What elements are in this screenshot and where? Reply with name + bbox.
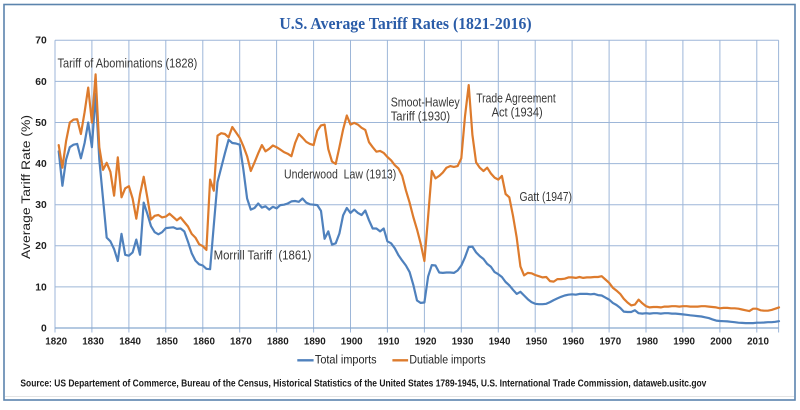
svg-text:1980: 1980 — [636, 337, 658, 348]
svg-text:U.S. Average Tariff Rates (182: U.S. Average Tariff Rates (1821-2016) — [279, 14, 531, 33]
svg-text:30: 30 — [35, 200, 47, 211]
svg-text:1840: 1840 — [119, 337, 141, 348]
svg-text:10: 10 — [35, 282, 47, 293]
svg-text:40: 40 — [35, 159, 47, 170]
svg-text:Trade Agreement: Trade Agreement — [476, 92, 556, 106]
svg-text:Act (1934): Act (1934) — [492, 106, 543, 120]
svg-text:2010: 2010 — [747, 337, 769, 348]
svg-text:1920: 1920 — [415, 337, 437, 348]
svg-text:1970: 1970 — [599, 337, 621, 348]
svg-text:1990: 1990 — [673, 337, 695, 348]
svg-text:Underwood Law (1913): Underwood Law (1913) — [284, 168, 396, 182]
svg-text:1930: 1930 — [452, 337, 474, 348]
svg-text:2000: 2000 — [710, 337, 732, 348]
svg-text:1890: 1890 — [304, 337, 326, 348]
svg-text:1860: 1860 — [193, 337, 215, 348]
svg-text:Smoot-Hawley: Smoot-Hawley — [391, 96, 461, 110]
svg-text:1850: 1850 — [156, 337, 178, 348]
svg-text:Average Tariff Rate (%): Average Tariff Rate (%) — [21, 115, 33, 259]
svg-text:Dutiable imports: Dutiable imports — [409, 353, 485, 367]
svg-text:Tariff (1930): Tariff (1930) — [391, 110, 450, 124]
svg-text:Gatt (1947): Gatt (1947) — [520, 190, 573, 204]
svg-text:20: 20 — [35, 241, 47, 252]
svg-text:Source: US Departement of Comm: Source: US Departement of Commerce, Bure… — [20, 379, 706, 390]
svg-text:Morrill Tariff (1861): Morrill Tariff (1861) — [214, 249, 312, 263]
svg-text:0: 0 — [41, 323, 47, 334]
svg-text:1870: 1870 — [230, 337, 252, 348]
svg-text:Total imports: Total imports — [315, 353, 377, 367]
svg-text:1820: 1820 — [45, 337, 67, 348]
svg-text:1960: 1960 — [562, 337, 584, 348]
svg-text:1910: 1910 — [378, 337, 400, 348]
svg-text:1830: 1830 — [82, 337, 104, 348]
svg-text:1880: 1880 — [267, 337, 289, 348]
svg-text:1950: 1950 — [526, 337, 548, 348]
svg-text:Tariff of Abominations (1828): Tariff of Abominations (1828) — [58, 56, 198, 70]
svg-text:70: 70 — [35, 36, 47, 47]
svg-text:60: 60 — [35, 77, 47, 88]
svg-text:50: 50 — [35, 118, 47, 129]
svg-text:1940: 1940 — [489, 337, 511, 348]
svg-text:1900: 1900 — [341, 337, 363, 348]
